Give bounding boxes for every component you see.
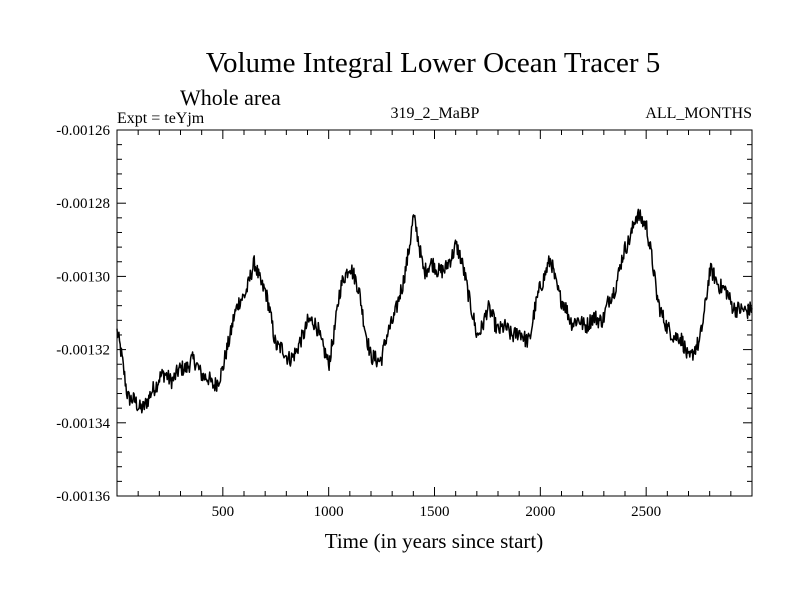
x-tick-label: 2000 [525, 504, 555, 520]
y-tick-label: -0.00128 [56, 196, 110, 212]
series-line [116, 208, 753, 414]
chart-subtitle: Whole area [180, 85, 281, 110]
y-tick-label: -0.00136 [56, 489, 110, 505]
y-tick-label: -0.00134 [56, 416, 110, 432]
y-tick-label: -0.00132 [56, 343, 110, 359]
x-tick-label: 1000 [314, 504, 344, 520]
run-label: 319_2_MaBP [391, 105, 480, 122]
axes: 500 1000 1500 2000 2500 -0.00136 -0.00134 -0.00… [56, 123, 752, 520]
months-label: ALL_MONTHS [645, 105, 752, 122]
x-tick-label: 1500 [420, 504, 450, 520]
x-tick-label: 2500 [631, 504, 661, 520]
expt-label: Expt = teYjm [117, 110, 205, 127]
x-tick-label: 500 [212, 504, 235, 520]
y-tick-label: -0.00126 [56, 123, 110, 139]
chart-title: Volume Integral Lower Ocean Tracer 5 [206, 47, 660, 79]
plot-frame [116, 129, 753, 497]
y-tick-label: -0.00130 [56, 269, 110, 285]
x-axis-label: Time (in years since start) [325, 529, 544, 553]
